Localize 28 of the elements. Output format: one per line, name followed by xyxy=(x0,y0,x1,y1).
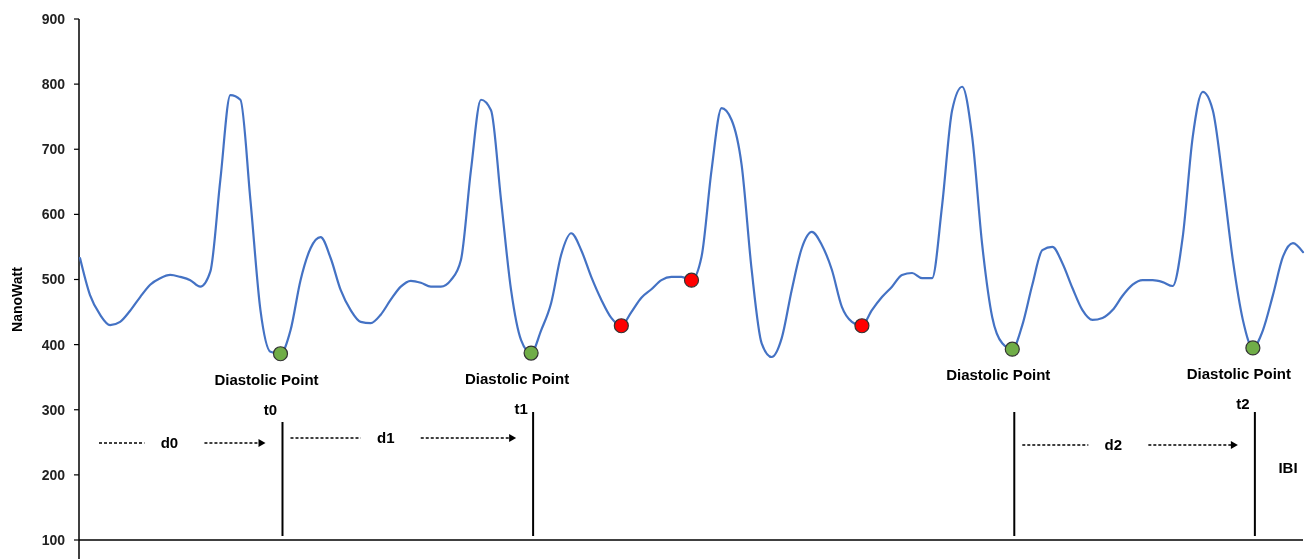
y-axis-title: NanoWatt xyxy=(9,266,25,332)
y-tick-label: 100 xyxy=(41,531,66,548)
y-tick-label: 700 xyxy=(41,141,66,158)
point xyxy=(683,272,700,288)
point xyxy=(523,345,539,361)
annotation: Diastolic Point xyxy=(946,366,1051,384)
annotation: t1 xyxy=(514,400,528,418)
annotation: d0 xyxy=(160,434,179,452)
annotation: Diastolic Point xyxy=(465,370,570,388)
point xyxy=(1004,341,1020,357)
y-tick-label: 200 xyxy=(41,466,66,483)
annotation: d1 xyxy=(376,429,395,447)
annotation: Diastolic Point xyxy=(1186,364,1291,382)
annotation: Diastolic Point xyxy=(214,370,319,388)
point xyxy=(1245,340,1261,356)
annotation: t0 xyxy=(263,400,278,418)
point xyxy=(613,318,629,334)
y-tick-label: 500 xyxy=(41,271,66,288)
annotation: IBI xyxy=(1278,459,1298,477)
y-tick-label: 300 xyxy=(41,401,66,418)
y-tick-label: 400 xyxy=(41,336,66,353)
point xyxy=(854,318,870,334)
annotation: t2 xyxy=(1236,394,1250,412)
y-tick-label: 600 xyxy=(41,206,66,223)
annotation: d2 xyxy=(1104,436,1123,454)
y-tick-label: 900 xyxy=(41,10,66,27)
point xyxy=(272,346,289,362)
y-tick-label: 800 xyxy=(41,76,66,93)
